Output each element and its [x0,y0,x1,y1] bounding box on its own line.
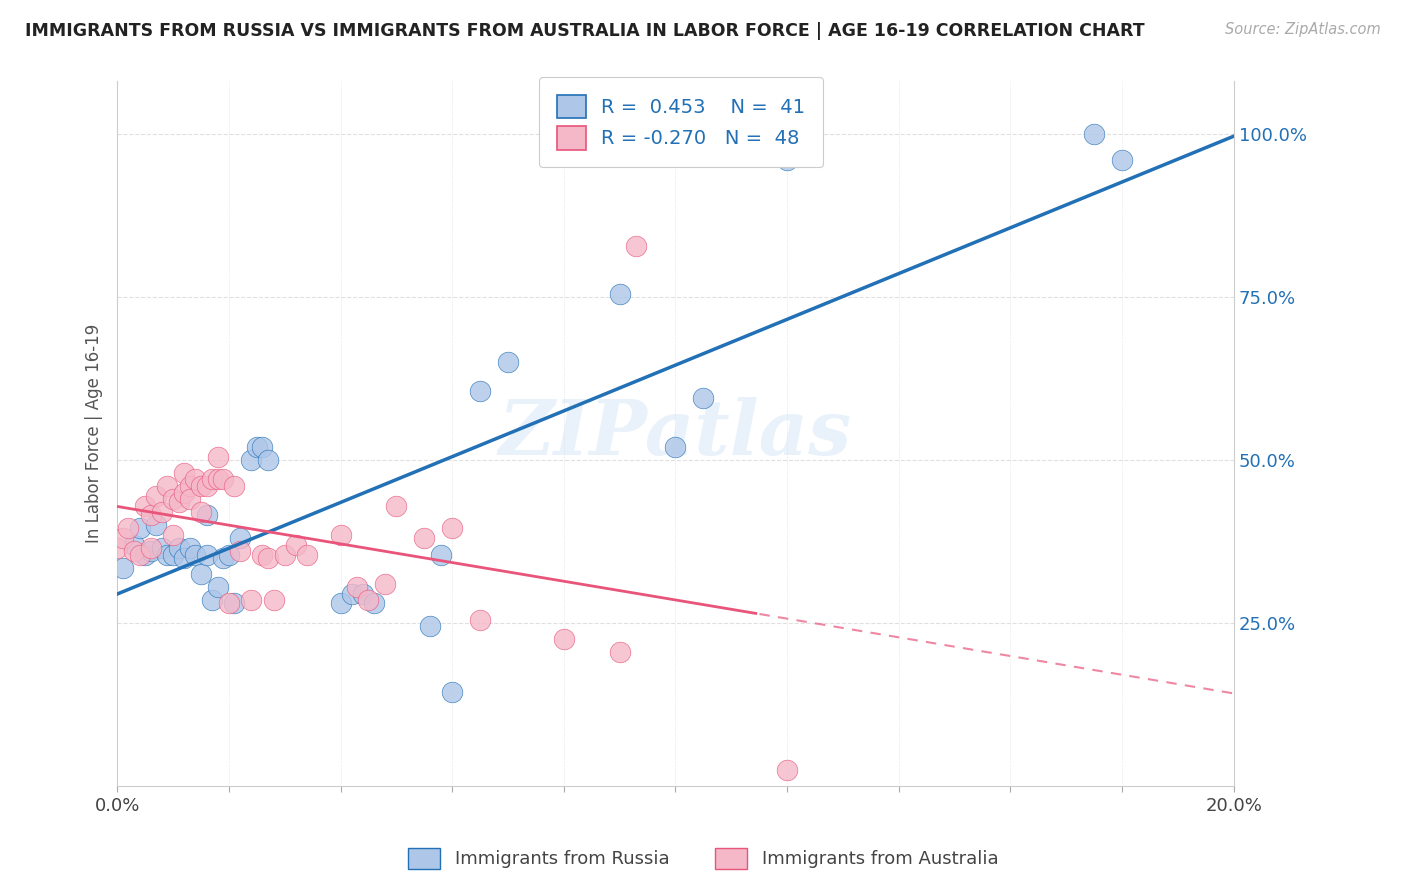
Point [1083,127,1105,141]
Point [195,548,218,562]
Point [218,548,240,562]
Point [273,548,295,562]
Point [105,541,128,555]
Point [122,538,145,552]
Point [212,550,235,565]
Point [173,466,195,480]
Point [664,440,686,454]
Point [224,479,246,493]
Point [240,593,263,607]
Point [184,473,207,487]
Point [496,355,519,369]
Legend: R =  0.453    N =  41, R = -0.270   N =  48: R = 0.453 N = 41, R = -0.270 N = 48 [540,77,823,168]
Point [329,528,352,542]
Point [111,560,134,574]
Point [117,521,139,535]
Point [218,597,240,611]
Point [190,479,212,493]
Point [441,521,464,535]
Point [156,548,179,562]
Point [1111,153,1133,167]
Point [207,580,229,594]
Point [195,479,218,493]
Text: IMMIGRANTS FROM RUSSIA VS IMMIGRANTS FROM AUSTRALIA IN LABOR FORCE | AGE 16-19 C: IMMIGRANTS FROM RUSSIA VS IMMIGRANTS FRO… [25,22,1144,40]
Point [201,593,224,607]
Point [346,580,368,594]
Point [145,489,167,503]
Point [240,453,263,467]
Point [212,473,235,487]
Point [385,499,408,513]
Point [284,538,307,552]
Point [167,541,190,555]
Point [468,613,491,627]
Point [184,548,207,562]
Text: Source: ZipAtlas.com: Source: ZipAtlas.com [1225,22,1381,37]
Y-axis label: In Labor Force | Age 16-19: In Labor Force | Age 16-19 [86,324,103,543]
Point [134,499,156,513]
Point [128,548,150,562]
Point [419,619,441,633]
Point [139,541,162,555]
Point [329,597,352,611]
Point [246,440,269,454]
Point [692,391,714,405]
Point [468,384,491,399]
Point [201,473,224,487]
Point [224,597,246,611]
Point [441,684,464,698]
Point [252,548,274,562]
Point [257,453,280,467]
Point [128,521,150,535]
Point [139,544,162,558]
Point [413,531,436,545]
Point [173,550,195,565]
Point [257,550,280,565]
Point [229,544,252,558]
Point [134,548,156,562]
Point [190,567,212,582]
Point [207,450,229,464]
Point [145,518,167,533]
Point [111,531,134,545]
Point [295,548,318,562]
Point [195,508,218,523]
Point [352,587,374,601]
Point [179,479,201,493]
Point [150,541,173,555]
Point [553,632,575,647]
Point [139,508,162,523]
Point [162,491,184,506]
Text: ZIPatlas: ZIPatlas [499,397,852,471]
Point [190,505,212,519]
Point [162,528,184,542]
Point [252,440,274,454]
Point [776,763,799,777]
Point [150,505,173,519]
Point [173,485,195,500]
Point [179,541,201,555]
Point [156,479,179,493]
Legend: Immigrants from Russia, Immigrants from Australia: Immigrants from Russia, Immigrants from … [401,840,1005,876]
Point [357,593,380,607]
Point [430,548,453,562]
Point [626,239,648,253]
Point [229,531,252,545]
Point [776,153,799,167]
Point [162,548,184,562]
Point [167,495,190,509]
Point [179,491,201,506]
Point [122,544,145,558]
Point [374,577,396,591]
Point [609,645,631,659]
Point [363,597,385,611]
Point [207,473,229,487]
Point [340,587,363,601]
Point [609,286,631,301]
Point [263,593,285,607]
